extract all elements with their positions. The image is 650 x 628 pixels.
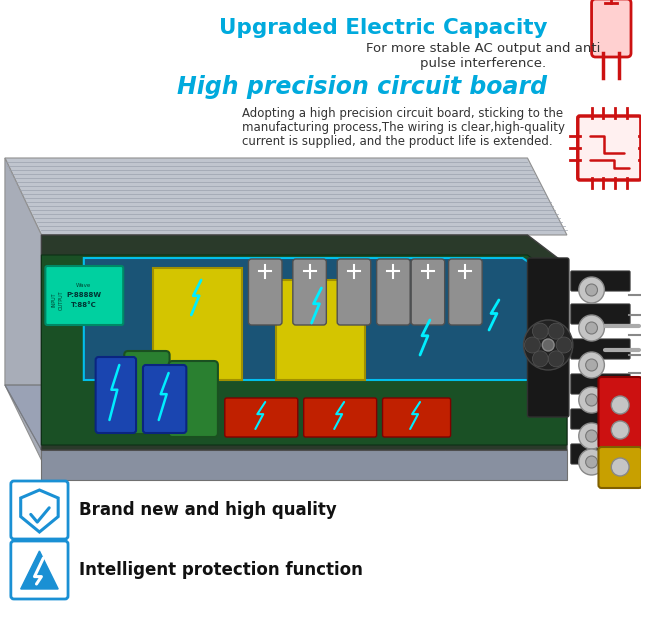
Circle shape [578,352,604,378]
Text: P:8888W: P:8888W [66,292,101,298]
Circle shape [525,337,540,353]
FancyBboxPatch shape [96,357,136,433]
Circle shape [548,323,564,339]
Circle shape [578,423,604,449]
FancyBboxPatch shape [411,259,445,325]
FancyBboxPatch shape [383,398,450,437]
Circle shape [542,339,554,351]
Text: manufacturing process,The wiring is clear,high-quality: manufacturing process,The wiring is clea… [242,121,565,134]
FancyBboxPatch shape [168,361,218,437]
Text: Upgraded Electric Capacity: Upgraded Electric Capacity [218,18,547,38]
FancyBboxPatch shape [248,259,282,325]
FancyBboxPatch shape [124,351,170,434]
FancyBboxPatch shape [599,447,642,488]
Polygon shape [5,158,567,235]
FancyBboxPatch shape [46,266,124,325]
FancyBboxPatch shape [571,339,630,359]
FancyBboxPatch shape [571,304,630,324]
Text: Brand new and high quality: Brand new and high quality [79,501,337,519]
Circle shape [586,359,597,371]
Circle shape [586,430,597,442]
FancyBboxPatch shape [304,398,376,437]
Circle shape [586,322,597,334]
Circle shape [523,320,573,370]
FancyBboxPatch shape [592,0,631,57]
FancyBboxPatch shape [225,398,298,437]
Circle shape [611,458,629,476]
Text: INPUT: INPUT [51,293,57,307]
Text: For more stable AC output and anti: For more stable AC output and anti [366,42,601,55]
Text: OUTPUT: OUTPUT [59,290,64,310]
FancyBboxPatch shape [11,481,68,539]
Polygon shape [21,551,58,589]
FancyBboxPatch shape [11,541,68,599]
Polygon shape [84,258,562,380]
Circle shape [532,351,548,367]
FancyBboxPatch shape [599,377,642,448]
Circle shape [578,277,604,303]
Polygon shape [42,255,567,445]
Polygon shape [276,280,365,380]
Polygon shape [5,158,42,460]
FancyBboxPatch shape [528,258,569,417]
Text: High precision circuit board: High precision circuit board [177,75,547,99]
Polygon shape [5,385,567,450]
Text: pulse interference.: pulse interference. [420,57,546,70]
Circle shape [578,315,604,341]
FancyBboxPatch shape [376,259,410,325]
Circle shape [586,394,597,406]
FancyBboxPatch shape [571,444,630,464]
Text: Intelligent protection function: Intelligent protection function [79,561,363,579]
Circle shape [586,456,597,468]
Polygon shape [153,268,242,380]
FancyBboxPatch shape [143,365,187,433]
Circle shape [548,351,564,367]
Circle shape [532,323,548,339]
Polygon shape [42,450,567,480]
FancyBboxPatch shape [571,271,630,291]
Text: Adopting a high precision circuit board, sticking to the: Adopting a high precision circuit board,… [242,107,563,120]
FancyBboxPatch shape [448,259,482,325]
Text: T:88°C: T:88°C [71,302,97,308]
Text: Wave: Wave [76,283,92,288]
Polygon shape [42,235,567,450]
Circle shape [611,396,629,414]
Circle shape [578,449,604,475]
FancyBboxPatch shape [337,259,370,325]
FancyBboxPatch shape [293,259,326,325]
Text: current is supplied, and the product life is extended.: current is supplied, and the product lif… [242,135,552,148]
FancyBboxPatch shape [571,374,630,394]
Circle shape [556,337,572,353]
FancyBboxPatch shape [578,116,641,180]
Circle shape [586,284,597,296]
Circle shape [611,421,629,439]
FancyBboxPatch shape [571,409,630,429]
Circle shape [578,387,604,413]
